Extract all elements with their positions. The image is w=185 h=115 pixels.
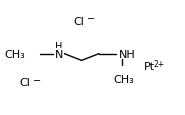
Text: Cl: Cl <box>74 17 85 27</box>
Text: −: − <box>87 14 95 24</box>
Text: H: H <box>55 41 63 51</box>
Text: CH₃: CH₃ <box>113 74 134 84</box>
Text: −: − <box>33 76 41 85</box>
Text: 2+: 2+ <box>153 59 164 68</box>
Text: Cl: Cl <box>20 77 31 87</box>
Text: CH₃: CH₃ <box>4 49 25 59</box>
Text: N: N <box>55 49 63 59</box>
Text: NH: NH <box>119 49 136 59</box>
Text: Pt: Pt <box>144 62 155 71</box>
